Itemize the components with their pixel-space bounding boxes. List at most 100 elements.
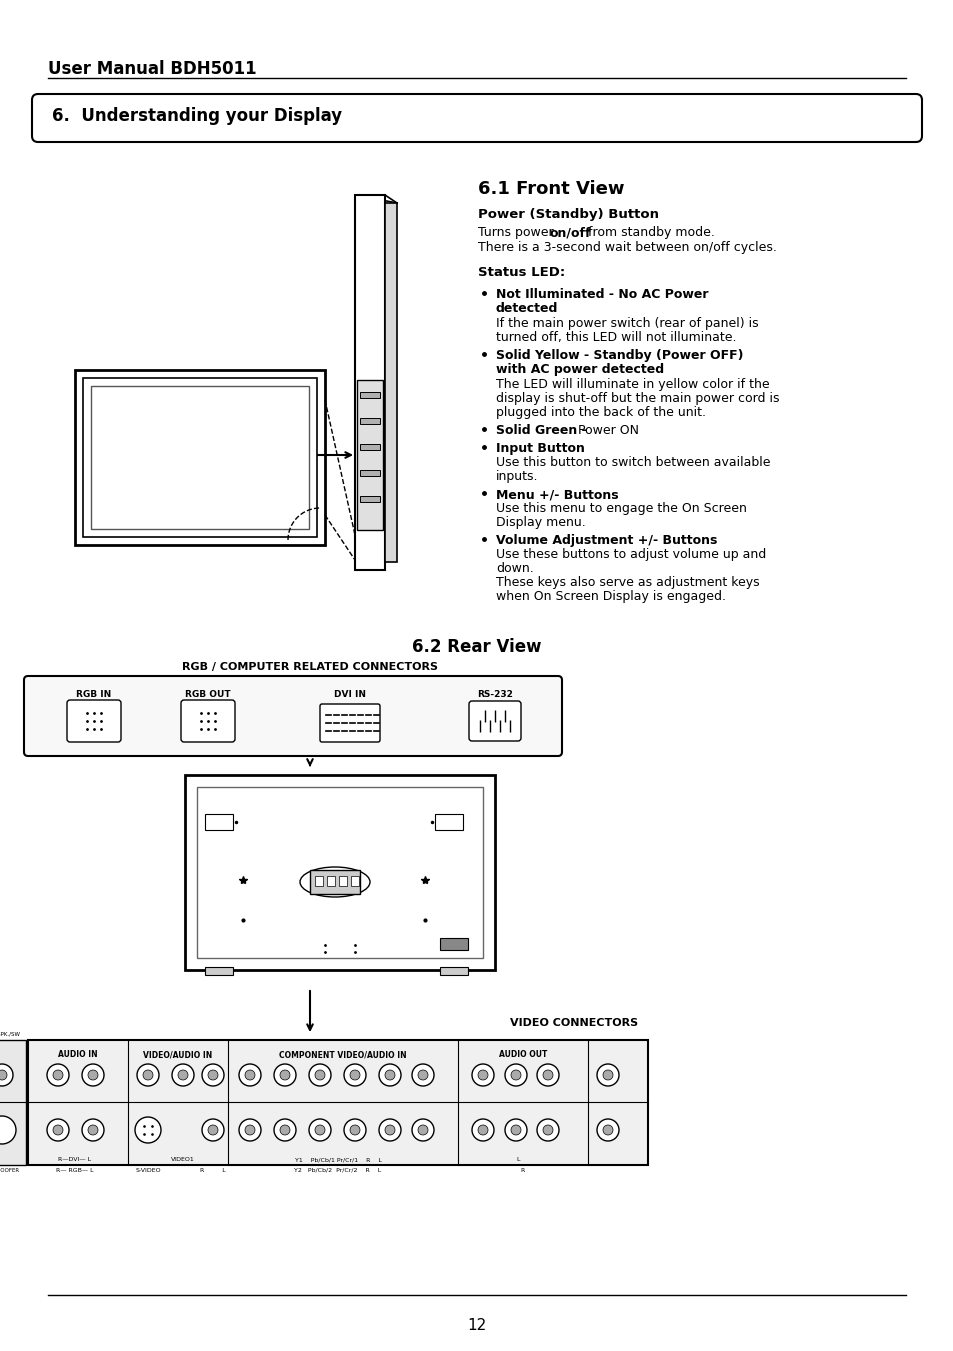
Circle shape xyxy=(202,1119,224,1142)
Bar xyxy=(83,378,316,536)
Text: display is shut-off but the main power cord is: display is shut-off but the main power c… xyxy=(496,392,779,405)
Circle shape xyxy=(412,1065,434,1086)
Circle shape xyxy=(208,1125,218,1135)
Text: Power ON: Power ON xyxy=(574,424,639,436)
Bar xyxy=(355,195,385,570)
Circle shape xyxy=(245,1070,254,1079)
Circle shape xyxy=(597,1119,618,1142)
Circle shape xyxy=(417,1070,428,1079)
Text: 6.  Understanding your Display: 6. Understanding your Display xyxy=(52,107,342,126)
Circle shape xyxy=(314,1070,325,1079)
Circle shape xyxy=(537,1065,558,1086)
Text: R— RGB— L: R— RGB— L xyxy=(56,1169,93,1173)
Circle shape xyxy=(385,1070,395,1079)
Circle shape xyxy=(53,1070,63,1079)
Text: R         L: R L xyxy=(200,1169,226,1173)
Bar xyxy=(359,392,379,399)
Circle shape xyxy=(597,1065,618,1086)
Circle shape xyxy=(88,1070,98,1079)
Circle shape xyxy=(472,1065,494,1086)
Circle shape xyxy=(178,1070,188,1079)
Text: Volume Adjustment +/- Buttons: Volume Adjustment +/- Buttons xyxy=(496,534,717,547)
Bar xyxy=(205,815,233,830)
Circle shape xyxy=(344,1119,366,1142)
Circle shape xyxy=(280,1125,290,1135)
Circle shape xyxy=(143,1070,152,1079)
Bar xyxy=(359,496,379,503)
Text: down.: down. xyxy=(496,562,533,576)
Bar xyxy=(356,380,382,530)
Circle shape xyxy=(537,1119,558,1142)
Text: If the main power switch (rear of panel) is: If the main power switch (rear of panel)… xyxy=(496,317,758,330)
FancyBboxPatch shape xyxy=(67,700,121,742)
Text: The LED will illuminate in yellow color if the: The LED will illuminate in yellow color … xyxy=(496,378,769,390)
Circle shape xyxy=(274,1065,295,1086)
Text: Menu +/- Buttons: Menu +/- Buttons xyxy=(496,488,618,501)
Circle shape xyxy=(417,1125,428,1135)
Bar xyxy=(310,870,359,894)
Text: VIDEO CONNECTORS: VIDEO CONNECTORS xyxy=(509,1019,638,1028)
Text: with AC power detected: with AC power detected xyxy=(496,363,663,376)
Circle shape xyxy=(47,1119,69,1142)
Bar xyxy=(28,1040,647,1165)
Bar xyxy=(359,417,379,424)
Bar xyxy=(314,875,323,886)
Circle shape xyxy=(309,1065,331,1086)
Circle shape xyxy=(135,1117,161,1143)
Circle shape xyxy=(208,1070,218,1079)
Circle shape xyxy=(350,1070,359,1079)
Circle shape xyxy=(0,1065,13,1086)
Circle shape xyxy=(412,1119,434,1142)
Text: plugged into the back of the unit.: plugged into the back of the unit. xyxy=(496,407,705,419)
Text: COMPONENT VIDEO/AUDIO IN: COMPONENT VIDEO/AUDIO IN xyxy=(279,1050,406,1059)
Circle shape xyxy=(385,1125,395,1135)
Bar xyxy=(327,875,335,886)
Circle shape xyxy=(280,1070,290,1079)
Text: Status LED:: Status LED: xyxy=(477,266,565,280)
Bar xyxy=(439,938,468,950)
Circle shape xyxy=(137,1065,159,1086)
Text: RGB OUT: RGB OUT xyxy=(185,690,231,698)
Text: RGB / COMPUTER RELATED CONNECTORS: RGB / COMPUTER RELATED CONNECTORS xyxy=(182,662,437,671)
Bar xyxy=(359,444,379,450)
Text: from standby mode.: from standby mode. xyxy=(583,226,714,239)
Bar xyxy=(359,470,379,476)
Bar xyxy=(0,1040,26,1165)
Bar xyxy=(338,875,347,886)
Circle shape xyxy=(202,1065,224,1086)
Bar xyxy=(196,788,482,958)
Bar xyxy=(205,967,233,975)
Circle shape xyxy=(47,1065,69,1086)
Circle shape xyxy=(0,1116,16,1144)
Text: 12: 12 xyxy=(467,1319,486,1333)
Text: detected: detected xyxy=(496,303,558,315)
Bar xyxy=(435,815,462,830)
Circle shape xyxy=(542,1125,553,1135)
Text: 6.2 Rear View: 6.2 Rear View xyxy=(412,638,541,657)
Text: Y1    Pb/Cb/1 Pr/Cr/1    R    L: Y1 Pb/Cb/1 Pr/Cr/1 R L xyxy=(294,1156,381,1162)
Circle shape xyxy=(504,1119,526,1142)
Circle shape xyxy=(477,1070,488,1079)
Circle shape xyxy=(309,1119,331,1142)
FancyBboxPatch shape xyxy=(24,676,561,757)
FancyBboxPatch shape xyxy=(32,95,921,142)
Text: RS-232: RS-232 xyxy=(476,690,513,698)
Circle shape xyxy=(172,1065,193,1086)
Text: R: R xyxy=(520,1169,524,1173)
Circle shape xyxy=(0,1070,7,1079)
Bar xyxy=(91,386,309,530)
Circle shape xyxy=(274,1119,295,1142)
Circle shape xyxy=(511,1125,520,1135)
Circle shape xyxy=(88,1125,98,1135)
Bar xyxy=(75,370,325,544)
Circle shape xyxy=(245,1125,254,1135)
Ellipse shape xyxy=(299,867,370,897)
Text: on/off: on/off xyxy=(550,226,591,239)
Text: User Manual BDH5011: User Manual BDH5011 xyxy=(48,59,256,78)
Circle shape xyxy=(82,1119,104,1142)
Text: These keys also serve as adjustment keys: These keys also serve as adjustment keys xyxy=(496,576,759,589)
Circle shape xyxy=(378,1119,400,1142)
Circle shape xyxy=(344,1065,366,1086)
Bar xyxy=(351,875,358,886)
Text: AUDIO IN: AUDIO IN xyxy=(58,1050,98,1059)
